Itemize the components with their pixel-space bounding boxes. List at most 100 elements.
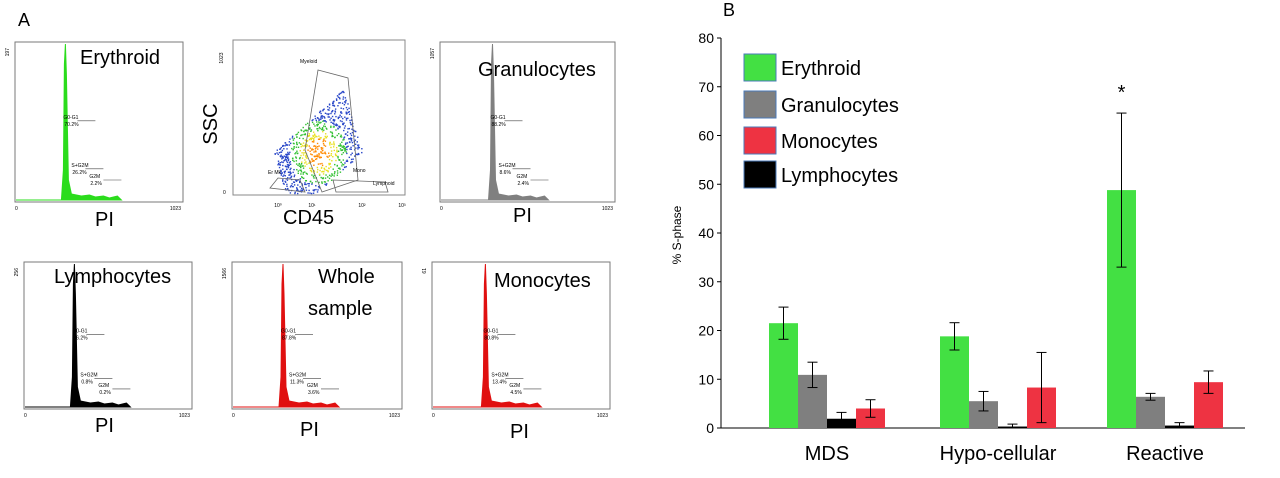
scatter-dot	[332, 126, 335, 128]
scatter-dot	[339, 168, 341, 170]
category-label: Hypo-cellular	[940, 443, 1057, 465]
scatter-dot	[311, 137, 314, 139]
scatter-dot	[349, 121, 352, 124]
scatter-dot	[341, 149, 343, 151]
scatter-dot	[335, 124, 338, 127]
scatter-dot	[299, 169, 301, 171]
scatter-dot	[335, 154, 337, 156]
scatter-dot	[311, 148, 313, 150]
scatter-dot	[318, 118, 320, 120]
scatter-dot	[301, 152, 303, 154]
scatter-dot	[287, 156, 289, 158]
scatter-dot	[330, 117, 332, 119]
gate-name: G0-G1	[63, 115, 78, 121]
scatter-dot	[335, 154, 338, 157]
scatter-dot	[300, 129, 302, 131]
scatter-dot	[331, 122, 334, 124]
scatter-dot	[345, 133, 347, 135]
scatter-dot	[305, 123, 307, 126]
scatter-dot	[332, 104, 334, 107]
scatter-dot	[321, 177, 324, 180]
scatter-dot	[313, 159, 315, 162]
scatter-dot	[351, 131, 354, 134]
scatter-dot	[322, 140, 324, 143]
scatter-dot	[283, 160, 285, 162]
scatter-dot	[300, 173, 302, 175]
y-tick-label: 30	[698, 274, 714, 290]
scatter-dot	[312, 141, 315, 143]
scatter-dot	[337, 150, 340, 152]
scatter-dot	[289, 192, 292, 194]
scatter-dot	[323, 108, 325, 110]
scatter-dot	[318, 186, 321, 188]
scatter-dot	[318, 111, 321, 114]
scatter-dot	[285, 153, 287, 156]
scatter-dot	[324, 153, 327, 155]
scatter-dot	[346, 112, 348, 114]
scatter-dot	[307, 149, 309, 151]
scatter-dot	[295, 133, 297, 136]
scatter-dot	[310, 130, 312, 133]
scatter-dot	[329, 162, 331, 165]
scatter-dot	[318, 138, 321, 140]
gate-percent: 88.2%	[492, 122, 507, 128]
y-tick-label: 50	[698, 176, 714, 192]
scatter-dot	[328, 163, 330, 166]
gate-name: S+G2M	[491, 373, 508, 379]
scatter-dot	[306, 145, 308, 147]
scatter-dot	[298, 157, 301, 160]
gate-percent: 96.2%	[73, 336, 88, 342]
scatter-dot	[344, 162, 346, 164]
scatter-dot	[311, 149, 313, 151]
scatter-dot	[287, 151, 289, 154]
scatter-dot	[301, 183, 303, 185]
scatter-dot	[304, 162, 306, 164]
scatter-dot	[285, 156, 287, 159]
scatter-dot	[283, 174, 285, 176]
scatter-dot	[330, 126, 332, 129]
scatter-dot	[328, 107, 331, 109]
scatter-dot	[316, 124, 318, 126]
scatter-dot	[281, 158, 283, 160]
scatter-dot	[277, 160, 280, 162]
scatter-dot	[339, 143, 342, 145]
scatter-dot	[342, 98, 344, 100]
y-axis-label: % S-phase	[670, 205, 684, 264]
scatter-dot	[330, 166, 332, 168]
scatter-dot	[276, 152, 278, 154]
scatter-dot	[338, 145, 340, 147]
scatter-dot	[330, 125, 332, 127]
scatter-dot	[325, 184, 327, 186]
scatter-dot	[296, 188, 298, 190]
scatter-dot	[324, 133, 327, 135]
scatter-dot	[303, 130, 305, 133]
scatter-dot	[299, 181, 301, 183]
histogram-frame	[431, 261, 611, 410]
gate-name: G0-G1	[491, 115, 506, 121]
scatter-dot	[317, 185, 320, 188]
scatter-dot	[282, 175, 284, 178]
scatter-dot	[306, 173, 308, 175]
scatter-dot	[284, 159, 286, 161]
scatter-dot	[313, 133, 316, 135]
scatter-dot	[290, 167, 292, 170]
scatter-dot	[336, 151, 338, 153]
scatter-dot	[292, 139, 295, 141]
scatter-dot	[284, 187, 287, 190]
scatter-dot	[310, 167, 313, 170]
scatter-dot	[331, 131, 333, 134]
scatter-dot	[331, 132, 334, 135]
gate-percent: 11.3%	[290, 380, 304, 386]
scatter-dot	[326, 155, 328, 158]
scatter-dot	[297, 152, 299, 154]
scatter-dot	[289, 151, 291, 154]
legend: Erythroid Granulocytes Monocytes Lymphocyte…	[743, 53, 899, 189]
scatter-dot	[314, 134, 316, 136]
histogram-peak	[433, 263, 543, 408]
scatter-dot	[327, 176, 329, 178]
scatter-dot	[296, 179, 298, 182]
histogram-title: Granulocytes	[478, 59, 596, 81]
scatter-dot	[287, 164, 290, 166]
scatter-dot	[342, 159, 345, 161]
